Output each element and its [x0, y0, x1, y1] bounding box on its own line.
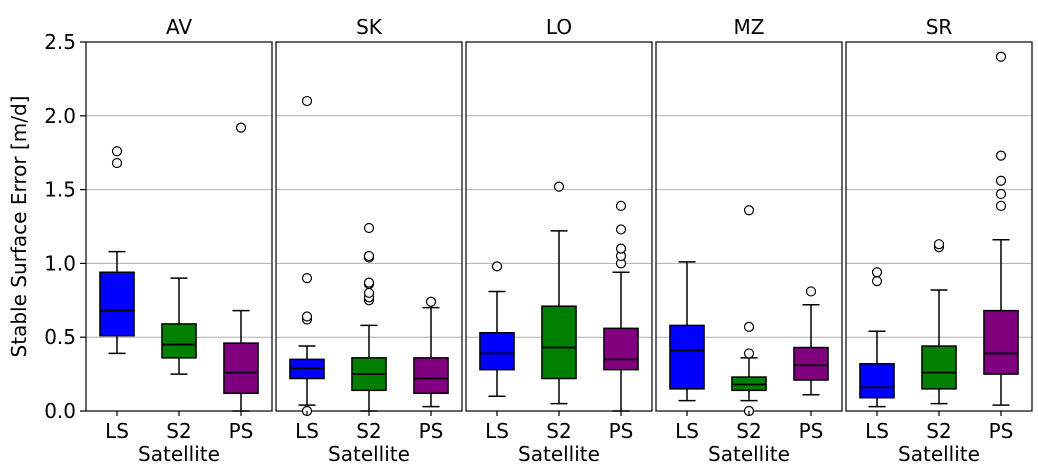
panel-av: AV LS S2 PS Satellite — [85, 15, 273, 466]
box-s2: S2 — [541, 181, 577, 443]
x-tick-label: S2 — [926, 419, 951, 443]
box-ls: LS — [479, 261, 515, 443]
y-axis-label: Stable Surface Error [m/d] — [7, 96, 31, 358]
outlier-point — [363, 277, 375, 288]
box-s2: S2 — [731, 205, 767, 443]
outlier-point — [995, 51, 1007, 62]
box-iqr — [223, 342, 259, 395]
panel-lo: LO LS S2 PS Satellite — [465, 15, 653, 466]
box-iqr — [603, 327, 639, 371]
outlier-point — [111, 146, 123, 157]
x-axis-label: Satellite — [138, 442, 220, 466]
y-tick-label: 1.0 — [44, 251, 76, 275]
outlier-point — [491, 261, 503, 272]
panel-title: AV — [166, 15, 192, 39]
x-tick-label: LS — [485, 419, 509, 443]
box-ls: LS — [859, 267, 895, 443]
box-iqr — [983, 309, 1019, 375]
outlier-point — [995, 175, 1007, 186]
outlier-point — [363, 287, 375, 299]
x-tick-label: S2 — [356, 419, 381, 443]
outlier-point — [805, 286, 817, 297]
x-axis-label: Satellite — [518, 442, 600, 466]
outlier-point — [995, 188, 1007, 200]
y-tick-label: 2.5 — [44, 30, 76, 54]
box-ps: PS — [793, 286, 829, 443]
box-iqr — [541, 305, 577, 380]
outlier-point — [301, 273, 313, 284]
x-tick-label: PS — [229, 419, 254, 443]
outlier-point — [363, 222, 375, 234]
box-iqr — [161, 323, 197, 359]
outlier-point — [871, 276, 883, 287]
panel-title: SR — [926, 15, 953, 39]
box-iqr — [669, 324, 705, 390]
outlier-point — [301, 95, 313, 107]
outlier-point — [871, 267, 883, 278]
box-ps: PS — [223, 122, 259, 443]
y-tick-label: 2.0 — [44, 104, 76, 128]
box-s2: S2 — [351, 222, 387, 443]
x-tick-label: S2 — [546, 419, 571, 443]
box-s2: S2 — [161, 277, 197, 443]
y-axis: 0.0 0.5 1.0 1.5 2.0 2.5 — [44, 30, 86, 423]
outlier-point — [425, 296, 437, 307]
outlier-point — [111, 157, 123, 169]
outlier-point — [933, 239, 945, 250]
panel-sr: SR LS S2 PS Satellite — [845, 15, 1033, 466]
box-s2: S2 — [921, 239, 957, 443]
outlier-point — [995, 200, 1007, 211]
box-ls: LS — [289, 95, 325, 443]
x-tick-label: S2 — [166, 419, 191, 443]
panel-title: LO — [546, 15, 572, 39]
outlier-point — [615, 200, 627, 211]
outlier-point — [615, 224, 627, 235]
x-tick-label: LS — [865, 419, 889, 443]
box-ls: LS — [669, 261, 705, 443]
outlier-point — [235, 122, 247, 133]
panel-mz: MZ LS S2 PS Satellite — [655, 15, 843, 466]
y-tick-label: 0.0 — [44, 399, 76, 423]
panels: AV LS S2 PS Satellite SK LS S2 PS Satellite LO LS S2… — [85, 15, 1033, 466]
outlier-point — [615, 243, 627, 254]
box-iqr — [793, 346, 829, 381]
x-tick-label: LS — [675, 419, 699, 443]
y-tick-label: 1.5 — [44, 178, 76, 202]
x-tick-label: PS — [419, 419, 444, 443]
x-tick-label: S2 — [736, 419, 761, 443]
x-tick-label: PS — [799, 419, 824, 443]
panel-title: SK — [356, 15, 383, 39]
x-tick-label: PS — [989, 419, 1014, 443]
x-tick-label: LS — [295, 419, 319, 443]
outlier-point — [743, 321, 755, 332]
outlier-point — [743, 348, 755, 359]
x-tick-label: LS — [105, 419, 129, 443]
x-axis-label: Satellite — [708, 442, 790, 466]
outlier-point — [743, 205, 755, 216]
panel-sk: SK LS S2 PS Satellite — [275, 15, 463, 466]
outlier-point — [995, 150, 1007, 161]
panel-title: MZ — [734, 15, 765, 39]
box-iqr — [413, 357, 449, 395]
box-ps: PS — [413, 296, 449, 443]
outlier-point — [301, 311, 313, 322]
box-ls: LS — [99, 146, 135, 443]
outlier-point — [363, 250, 375, 262]
box-iqr — [921, 345, 957, 390]
x-axis-label: Satellite — [898, 442, 980, 466]
y-tick-label: 0.5 — [44, 325, 76, 349]
box-iqr — [859, 363, 895, 399]
outlier-point — [553, 181, 565, 192]
box-ps: PS — [603, 200, 639, 443]
x-axis-label: Satellite — [328, 442, 410, 466]
box-iqr — [99, 271, 135, 337]
box-iqr — [479, 332, 515, 371]
x-tick-label: PS — [609, 419, 634, 443]
box-ps: PS — [983, 51, 1019, 443]
